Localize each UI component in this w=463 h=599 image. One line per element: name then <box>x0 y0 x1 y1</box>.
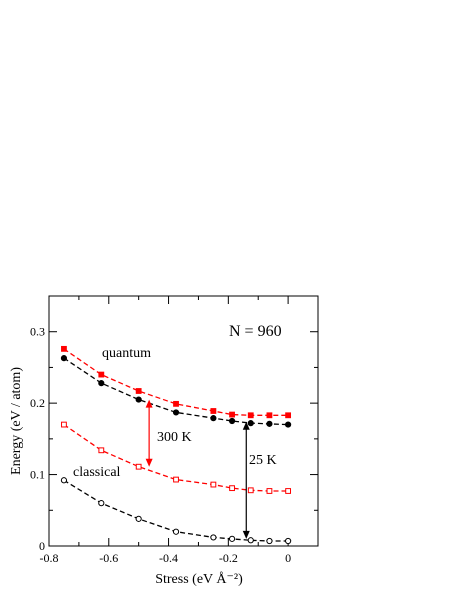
data-point <box>285 537 292 545</box>
annotation-n-label: N = 960 <box>229 323 282 340</box>
data-point <box>98 380 105 387</box>
data-point <box>172 409 180 416</box>
y-tick-label: 0.2 <box>30 396 45 410</box>
data-point <box>285 412 292 419</box>
data-point <box>229 485 235 492</box>
data-point <box>266 412 273 419</box>
data-point <box>135 463 142 470</box>
annotation-classical-label: classical <box>73 465 121 480</box>
data-point <box>172 528 180 535</box>
data-point <box>173 400 179 407</box>
annotation-quantum-label: quantum <box>102 346 151 361</box>
data-point <box>266 488 273 494</box>
data-point <box>228 535 236 542</box>
x-tick-label: 0 <box>285 551 291 565</box>
data-point <box>135 515 142 522</box>
data-point <box>266 420 273 427</box>
y-tick-label: 0 <box>39 539 45 553</box>
data-point <box>210 415 217 422</box>
data-point <box>98 371 105 378</box>
data-point <box>135 396 142 403</box>
data-point <box>98 500 105 507</box>
data-point <box>210 534 217 541</box>
data-point <box>61 421 67 428</box>
data-point <box>135 388 142 394</box>
x-tick-label: -0.8 <box>40 551 59 565</box>
arrow-head-bottom-1 <box>145 458 153 467</box>
data-point <box>60 477 68 484</box>
data-point <box>247 420 254 427</box>
x-tick-label: -0.2 <box>219 551 238 565</box>
plot-area: -0.8 -0.6 -0.4 -0.2 0 0 0.1 0.2 0.3 <box>30 295 319 565</box>
annotation-25k-label: 25 K <box>249 453 277 468</box>
y-tick-label: 0.3 <box>30 325 45 339</box>
data-point <box>61 345 67 352</box>
data-point <box>285 421 292 428</box>
data-point <box>210 481 217 488</box>
data-point <box>228 417 236 425</box>
data-point <box>247 487 254 494</box>
data-point <box>247 412 254 419</box>
plot-frame <box>48 295 319 547</box>
arrow-head-top-1 <box>145 399 153 408</box>
data-point <box>285 488 292 494</box>
x-tick-label: -0.6 <box>99 551 118 565</box>
arrow-head-bottom-2 <box>242 530 250 539</box>
data-point <box>247 537 254 544</box>
data-point <box>98 447 105 454</box>
data-point <box>266 537 273 545</box>
arrow-head-top-2 <box>242 421 250 430</box>
data-point <box>173 476 179 483</box>
x-tick-label: -0.4 <box>159 551 178 565</box>
annotation-300k-label: 300 K <box>157 430 192 445</box>
y-tick-label: 0.1 <box>30 468 45 482</box>
x-axis-label: Stress (eV Å⁻²) <box>155 571 243 587</box>
data-point <box>210 408 217 414</box>
data-point <box>60 355 68 362</box>
y-axis-label: Energy (eV / atom) <box>9 367 24 475</box>
data-point <box>229 411 235 418</box>
